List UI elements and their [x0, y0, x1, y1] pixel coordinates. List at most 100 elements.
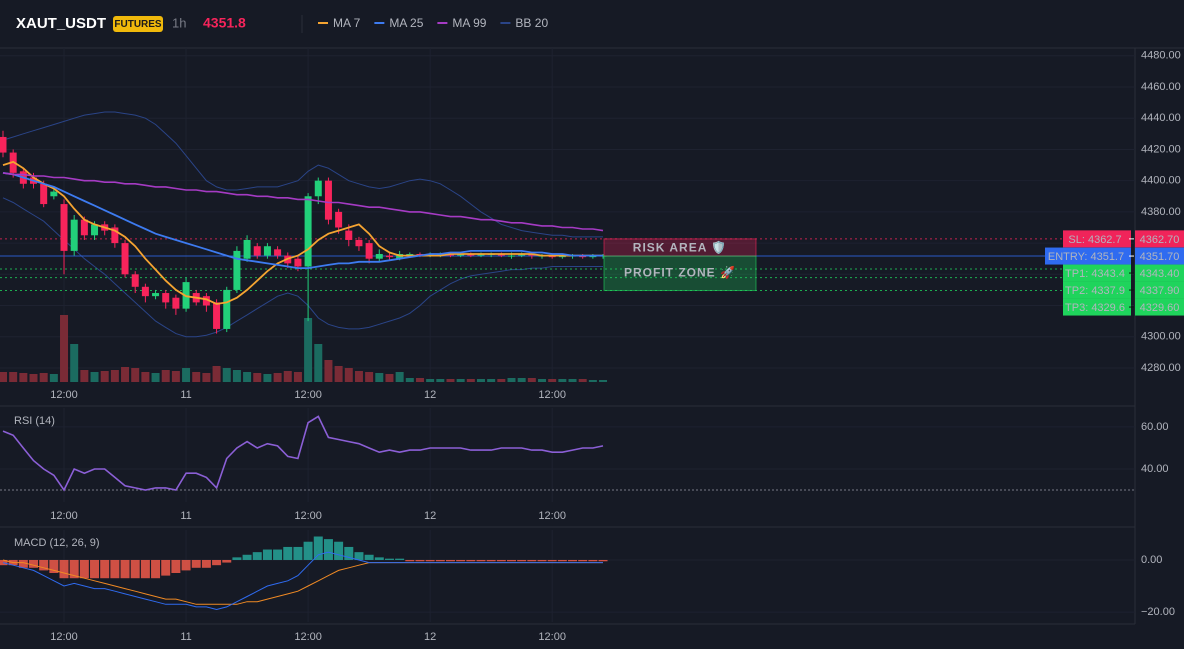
volume-bar — [446, 379, 455, 382]
histogram-bar — [557, 559, 567, 562]
histogram-bar — [374, 557, 384, 560]
histogram-bar — [588, 559, 598, 562]
volume-bar — [161, 370, 170, 382]
last-price: 4351.8 — [203, 15, 246, 31]
histogram-bar — [547, 559, 557, 562]
candle-body — [508, 255, 515, 257]
level-tag — [1063, 281, 1131, 299]
histogram-bar — [49, 559, 59, 574]
candle-body — [335, 211, 343, 228]
histogram-bar — [445, 559, 455, 562]
histogram-bar — [303, 541, 313, 560]
x-tick-label: 12:00 — [294, 510, 322, 522]
level-price: 4351.70 — [1140, 251, 1180, 263]
y-tick-label: 4480.00 — [1141, 50, 1181, 62]
volume-bar — [456, 379, 465, 382]
volume-bar — [538, 379, 547, 382]
histogram-bar — [486, 559, 496, 562]
volume-bar — [415, 378, 424, 382]
volume-bar — [110, 370, 119, 382]
volume-bar — [131, 368, 140, 382]
x-tick-label: 12:00 — [538, 510, 566, 522]
x-tick-label: 11 — [180, 631, 191, 643]
candle-body — [304, 196, 312, 267]
histogram-bar — [262, 549, 272, 560]
volume-bar — [395, 372, 404, 382]
level-label: SL: 4362.7 — [1068, 234, 1121, 246]
candle-body — [365, 243, 373, 259]
level-label: TP3: 4329.6 — [1065, 302, 1125, 314]
histogram-bar — [232, 557, 242, 560]
volume-bar — [568, 379, 577, 382]
level-price-tag — [1135, 281, 1184, 299]
histogram-bar — [537, 559, 547, 562]
candle-body — [40, 183, 48, 205]
volume-bar — [39, 373, 48, 382]
volume-bar — [466, 379, 475, 382]
volume-bar — [578, 379, 587, 382]
level-tag — [1063, 298, 1131, 316]
histogram-bar — [405, 559, 415, 562]
legend-label: BB 20 — [515, 16, 548, 30]
rsi-line — [2, 415, 604, 492]
level-label: TP2: 4337.9 — [1065, 285, 1125, 297]
volume-bar — [497, 379, 506, 382]
y-tick-label: 4440.00 — [1141, 112, 1181, 124]
volume-bar — [212, 366, 221, 382]
x-tick-label: 12 — [424, 510, 436, 522]
volume-bar — [90, 372, 99, 382]
histogram-bar — [130, 559, 140, 579]
histogram-bar — [354, 552, 364, 560]
candle-body — [121, 243, 129, 275]
candle-body — [91, 224, 99, 236]
volume-bar — [19, 373, 28, 382]
x-tick-label: 11 — [180, 389, 191, 401]
histogram-bar — [201, 559, 211, 568]
volume-bar — [324, 360, 333, 382]
volume-bar — [202, 373, 211, 382]
x-tick-label: 12:00 — [538, 631, 566, 643]
histogram-bar — [161, 559, 171, 576]
x-tick-label: 12:00 — [50, 510, 78, 522]
candle-body — [111, 227, 119, 244]
ma-line — [2, 172, 604, 232]
y-tick-label: 4420.00 — [1141, 143, 1181, 155]
candle-body — [141, 286, 149, 297]
volume-bar — [517, 378, 526, 382]
candle-body — [294, 258, 302, 267]
volume-bar — [171, 371, 180, 382]
candle-body — [80, 219, 88, 236]
y-tick-label: 4300.00 — [1141, 331, 1181, 343]
volume-bar — [29, 374, 38, 382]
histogram-bar — [79, 559, 89, 579]
histogram-bar — [384, 558, 394, 560]
histogram-bar — [527, 559, 537, 562]
candle-body — [263, 246, 271, 256]
x-tick-label: 12:00 — [50, 631, 78, 643]
candle-body — [385, 255, 393, 258]
candle-body — [60, 204, 68, 251]
candle-body — [253, 246, 261, 256]
histogram-bar — [507, 559, 516, 562]
panel-title: MACD (12, 26, 9) — [14, 537, 100, 549]
histogram-bar — [39, 559, 49, 571]
histogram-bar — [100, 559, 110, 579]
histogram-bar — [456, 559, 466, 562]
y-tick-label: 4460.00 — [1141, 81, 1181, 93]
histogram-bar — [395, 558, 405, 560]
legend-label: MA 25 — [389, 16, 423, 30]
histogram-bar — [517, 559, 527, 562]
histogram-bar — [140, 559, 150, 579]
legend-label: MA 7 — [333, 16, 361, 30]
ma-line — [2, 160, 603, 305]
badge-bg — [113, 16, 163, 32]
candle-body — [375, 254, 383, 259]
volume-bar — [385, 374, 394, 382]
volume-bar — [334, 366, 343, 382]
volume-bar — [283, 371, 292, 382]
volume-bar — [365, 372, 374, 382]
candle-body — [233, 250, 241, 290]
histogram-bar — [191, 559, 201, 568]
